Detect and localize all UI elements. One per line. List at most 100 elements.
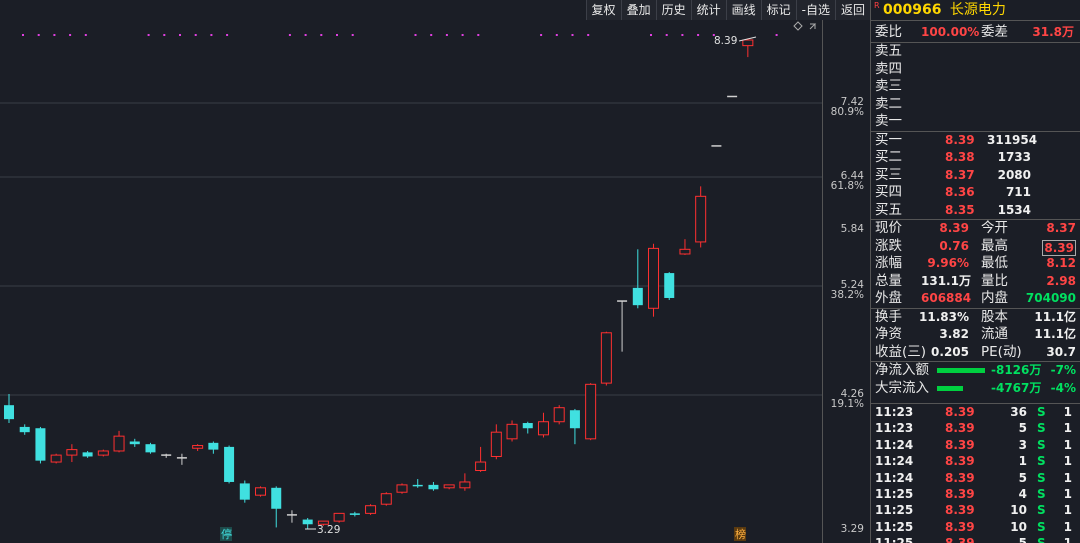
candle-body-down	[271, 487, 282, 509]
tick-side: S	[1037, 519, 1046, 534]
toolbar-button[interactable]: 返回	[834, 0, 870, 20]
tick-row[interactable]: 11:24 8.39 1 S 1	[871, 453, 1080, 469]
fund-row: 收益(三) 0.205 PE(动) 30.7	[871, 344, 1080, 362]
tick-list[interactable]: 11:23 8.39 36 S 1 11:23 8.39 5 S 1 11:24 8.39 3 S 1 11:…	[871, 403, 1080, 543]
ask-row: 卖二	[871, 96, 1080, 114]
tick-count: 1	[1063, 405, 1072, 419]
top-dot	[336, 34, 338, 36]
tick-price: 8.39	[945, 470, 975, 485]
tick-time: 11:25	[875, 503, 914, 518]
fund-value: 0.205	[931, 344, 969, 359]
candle-body-up	[396, 484, 408, 493]
low-price-label: 3.29	[317, 524, 340, 536]
top-dot	[540, 34, 543, 36]
candle-body-up	[553, 407, 565, 423]
candle-body-down	[35, 428, 46, 461]
stat-label: 今开	[981, 220, 1008, 236]
fund-label: 收益(三)	[875, 343, 927, 360]
flow-label: 净流入额	[875, 362, 929, 378]
stat-label: 量比	[981, 272, 1008, 289]
tick-price: 8.39	[945, 486, 975, 501]
stat-row: 现价 8.39 今开 8.37	[871, 220, 1080, 238]
tick-row[interactable]: 11:25 8.39 10 S 1	[871, 502, 1080, 518]
candle-body-up	[459, 481, 471, 489]
tick-row[interactable]: 11:24 8.39 3 S 1	[871, 437, 1080, 453]
bid-volume: 1534	[997, 202, 1031, 217]
top-dot	[210, 34, 213, 36]
tick-price: 8.39	[945, 519, 975, 534]
tick-time: 11:25	[875, 535, 913, 543]
top-dot	[712, 34, 715, 36]
candle-body-up	[97, 450, 109, 456]
top-dot	[555, 34, 558, 36]
candlestick-chart[interactable]: 8.39 3.29 停 榜	[0, 20, 822, 543]
top-dot	[681, 34, 684, 36]
tick-price: 8.39	[945, 437, 975, 452]
bid-label: 买一	[875, 131, 902, 148]
price-stats: 现价 8.39 今开 8.37 涨跌 0.76 最高 8.39 涨幅 9.96% 最低 8.12 总量 1…	[871, 219, 1080, 308]
top-dot	[226, 34, 229, 36]
fund-value: 11.83%	[919, 309, 969, 324]
axis-label: 38.2%	[830, 289, 864, 301]
tick-row[interactable]: 11:25 8.39 4 S 1	[871, 486, 1080, 502]
bid-price: 8.35	[945, 202, 975, 217]
axis-label: 19.1%	[830, 398, 864, 410]
tick-time: 11:24	[875, 437, 914, 452]
fund-label: 换手	[875, 308, 902, 325]
candle-body-up	[365, 505, 377, 514]
top-dot	[304, 34, 307, 36]
stat-value: 0.76	[939, 238, 969, 253]
toolbar-button[interactable]: 历史	[655, 0, 691, 20]
stock-name: 长源电力	[949, 2, 1006, 18]
r-marker: R	[874, 1, 880, 10]
candle-body-down	[428, 484, 439, 490]
high-price-label: 8.39	[714, 35, 737, 47]
bid-price: 8.37	[945, 167, 975, 182]
tick-count: 1	[1063, 503, 1072, 518]
candle-body-down	[664, 273, 675, 298]
toolbar-button[interactable]: 统计	[690, 0, 726, 20]
candlestick-svg[interactable]: 8.39 3.29 停 榜	[0, 20, 822, 543]
stat-label: 涨幅	[875, 255, 902, 271]
axis-label: 6.44	[840, 170, 864, 182]
tick-volume: 1	[1018, 454, 1027, 469]
flow-pct: -4%	[1050, 380, 1076, 395]
rank-marker: 榜	[735, 527, 746, 541]
stat-label: 现价	[875, 220, 902, 236]
stat-row: 涨幅 9.96% 最低 8.12	[871, 255, 1080, 273]
bid-volume: 311954	[987, 132, 1038, 147]
top-dot	[163, 34, 166, 36]
fund-value: 11.1亿	[1034, 309, 1076, 324]
toolbar-button[interactable]: 画线	[725, 0, 761, 20]
candle-body-up	[66, 449, 78, 456]
tick-row[interactable]: 11:23 8.39 5 S 1	[871, 420, 1080, 436]
candle-body-down	[239, 483, 250, 500]
tick-count: 1	[1063, 470, 1072, 485]
stat-row: 总量 131.1万 量比 2.98	[871, 273, 1080, 291]
tick-row[interactable]: 11:23 8.39 36 S 1	[871, 404, 1080, 420]
toolbar-button[interactable]: -自选	[795, 0, 835, 20]
toolbar-button[interactable]: 标记	[760, 0, 796, 20]
top-dot	[587, 34, 590, 36]
axis-label: 4.26	[840, 388, 864, 400]
fund-value: 11.1亿	[1034, 327, 1076, 341]
candle-body-up	[600, 332, 612, 384]
top-dot	[430, 34, 433, 36]
candle-body-up	[585, 383, 597, 440]
candle-body-up	[113, 435, 125, 452]
toolbar-button[interactable]: 复权	[585, 0, 621, 20]
candle-body-down	[302, 519, 313, 525]
toolbar-button[interactable]: 叠加	[620, 0, 656, 20]
tick-time: 11:25	[875, 519, 914, 534]
tick-count: 1	[1063, 486, 1072, 501]
ask-row: 卖一	[871, 113, 1080, 131]
ask-label: 卖二	[875, 95, 902, 112]
tick-row[interactable]: 11:25 8.39 10 S 1	[871, 519, 1080, 535]
tick-row[interactable]: 11:25 8.39 5 S 1	[871, 535, 1080, 543]
tick-row[interactable]: 11:24 8.39 5 S 1	[871, 470, 1080, 486]
top-dot	[445, 34, 448, 36]
ask-label: 卖一	[875, 113, 902, 129]
fund-label: 流通	[981, 326, 1008, 342]
top-dot	[477, 34, 480, 36]
stat-label: 最高	[981, 237, 1008, 254]
